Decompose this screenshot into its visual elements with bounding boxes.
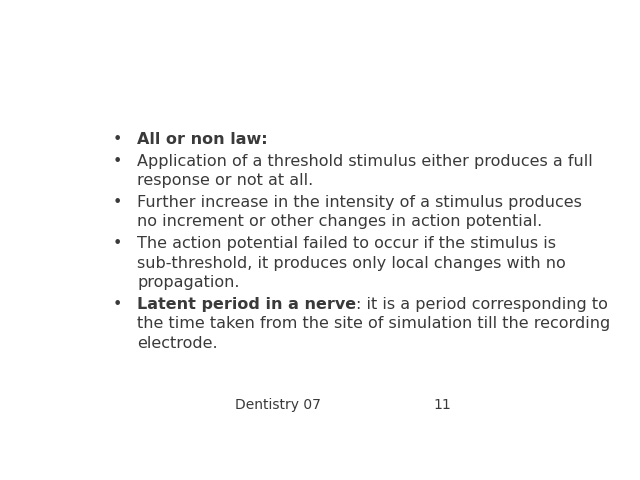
- Text: All or non law:: All or non law:: [137, 132, 268, 146]
- Text: Further increase in the intensity of a stimulus produces: Further increase in the intensity of a s…: [137, 195, 582, 210]
- Text: sub-threshold, it produces only local changes with no: sub-threshold, it produces only local ch…: [137, 256, 566, 271]
- Text: no increment or other changes in action potential.: no increment or other changes in action …: [137, 214, 542, 229]
- Text: 11: 11: [433, 398, 451, 412]
- Text: electrode.: electrode.: [137, 336, 218, 350]
- Text: propagation.: propagation.: [137, 275, 239, 290]
- Text: •: •: [113, 154, 122, 168]
- Text: response or not at all.: response or not at all.: [137, 173, 314, 188]
- Text: •: •: [113, 237, 122, 252]
- Text: the time taken from the site of simulation till the recording: the time taken from the site of simulati…: [137, 316, 611, 331]
- Text: •: •: [113, 132, 122, 146]
- Text: : it is a period corresponding to: : it is a period corresponding to: [356, 297, 608, 312]
- Text: Application of a threshold stimulus either produces a full: Application of a threshold stimulus eith…: [137, 154, 593, 168]
- Text: The action potential failed to occur if the stimulus is: The action potential failed to occur if …: [137, 237, 556, 252]
- Text: •: •: [113, 195, 122, 210]
- Text: •: •: [113, 297, 122, 312]
- Text: Dentistry 07: Dentistry 07: [236, 398, 321, 412]
- Text: Latent period in a nerve: Latent period in a nerve: [137, 297, 356, 312]
